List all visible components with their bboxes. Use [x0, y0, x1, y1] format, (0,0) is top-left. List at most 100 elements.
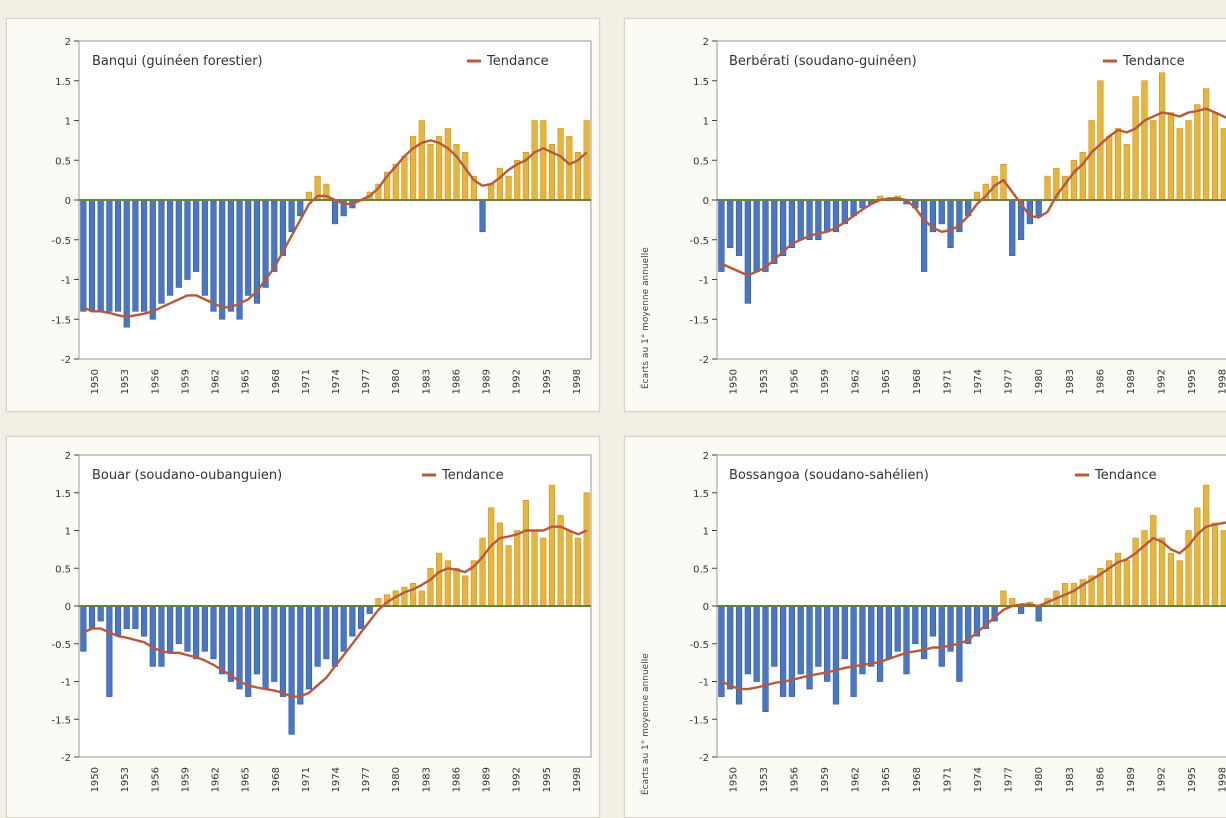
x-tick-label: 1962 [211, 767, 222, 792]
x-tick-label: 1983 [421, 767, 432, 792]
x-tick-label: 1956 [150, 369, 161, 394]
y-tick-label: 0.5 [55, 564, 71, 575]
bar-negative [779, 199, 787, 256]
y-tick-label: 2 [65, 451, 71, 462]
bar-negative [132, 605, 139, 629]
bar-positive [1088, 120, 1095, 201]
bar-positive [1220, 128, 1226, 201]
bar-positive [1000, 590, 1007, 607]
y-tick-label: -0.5 [689, 640, 709, 651]
bar-negative [762, 199, 769, 272]
x-tick-label: 1986 [1095, 369, 1106, 394]
bar-positive [1211, 522, 1219, 607]
bar-positive [436, 136, 443, 201]
bar-negative [920, 199, 928, 272]
trend-line [82, 139, 588, 319]
x-tick-label: 1980 [391, 767, 402, 792]
bar-negative [331, 605, 339, 667]
y-tick-label: -1 [61, 678, 71, 689]
x-tick-label: 1983 [1065, 369, 1076, 394]
bar-positive [1167, 112, 1175, 201]
bar-positive [505, 175, 512, 201]
bar-positive [496, 167, 503, 201]
bar-negative [718, 199, 725, 272]
bar-negative [175, 199, 182, 288]
y-tick-label: 1 [65, 117, 71, 128]
bar-positive [531, 530, 538, 607]
bar-positive [427, 567, 434, 607]
bar-positive [522, 499, 529, 607]
y-tick-label: 0 [703, 602, 709, 613]
bar-negative [479, 199, 486, 233]
x-tick-label: 1974 [331, 767, 342, 792]
x-tick-label: 1989 [482, 767, 493, 792]
x-tick-label: 1965 [241, 369, 252, 394]
y-tick-label: 2 [65, 37, 71, 48]
y-tick-label: -2 [61, 753, 71, 764]
x-tick-label: 1971 [942, 369, 953, 394]
x-tick-label: 1962 [851, 369, 862, 394]
bar-positive [444, 128, 451, 201]
x-tick-label: 1980 [1034, 369, 1045, 394]
legend-label: Tendance [1122, 54, 1185, 69]
bar-negative [859, 199, 866, 209]
chart-title: Bouar (soudano-oubanguien) [92, 468, 282, 483]
bar-negative [753, 605, 760, 682]
x-tick-label: 1995 [1187, 369, 1198, 394]
bar-negative [210, 605, 217, 660]
x-tick-label: 1980 [1034, 767, 1045, 792]
bar-negative [753, 199, 760, 272]
bar-negative [788, 199, 796, 249]
bar-positive [488, 183, 495, 201]
bar-negative [219, 605, 226, 675]
bar-negative [938, 605, 945, 667]
y-tick-label: 1.5 [693, 77, 709, 88]
legend-label: Tendance [1094, 468, 1157, 483]
x-tick-label: 1989 [1126, 767, 1137, 792]
bar-negative [88, 199, 96, 312]
bar-negative [297, 605, 304, 705]
y-tick-label: 0.5 [55, 156, 71, 167]
bar-positive [566, 136, 573, 201]
bar-negative [97, 605, 104, 622]
bar-negative [788, 605, 796, 697]
x-tick-label: 1971 [301, 767, 312, 792]
x-tick-label: 1980 [391, 369, 402, 394]
x-tick-label: 1953 [759, 767, 770, 792]
bar-negative [735, 199, 743, 256]
bar-negative [305, 605, 313, 690]
bar-positive [1167, 552, 1175, 607]
x-tick-label: 1992 [1157, 369, 1168, 394]
x-tick-label: 1971 [942, 767, 953, 792]
bar-negative [894, 605, 901, 652]
bar-positive [505, 545, 512, 607]
chart-title: Banqui (guinéen forestier) [92, 54, 263, 69]
bar-positive [453, 567, 460, 607]
bar-positive [1141, 530, 1148, 607]
bar-negative [219, 199, 226, 320]
x-tick-label: 1950 [728, 767, 739, 792]
bar-negative [149, 605, 156, 667]
bar-negative [903, 605, 910, 675]
trend-line [82, 525, 588, 698]
y-tick-label: -1.5 [51, 315, 71, 326]
bar-negative [271, 605, 278, 682]
y-tick-label: 1.5 [693, 489, 709, 500]
x-tick-label: 1986 [1095, 767, 1106, 792]
chart-title: Berbérati (soudano-guinéen) [729, 54, 917, 69]
y-tick-label: -0.5 [689, 236, 709, 247]
bar-negative [797, 199, 804, 241]
chart-svg: 2 1.5 1 0.5 0 -0.5 -1 -1.5 -2 1950 1953 1956 1959 196… [689, 37, 1226, 394]
bar-negative [123, 605, 130, 629]
y-tick-label: 2 [703, 37, 709, 48]
chart-svg: 2 1.5 1 0.5 0 -0.5 -1 -1.5 -2 1950 1953 1956 1959 196… [51, 451, 592, 792]
bar-negative [727, 199, 734, 249]
bar-negative [80, 605, 87, 652]
bar-negative [912, 605, 919, 645]
bar-positive [574, 537, 582, 607]
bar-positive [1141, 80, 1148, 201]
bar-negative [885, 605, 892, 660]
chart-panel-banqui: 2 1.5 1 0.5 0 -0.5 -1 -1.5 -2 1950 1953 1956 1959 196… [6, 18, 600, 412]
bar-positive [410, 583, 417, 607]
bar-negative [245, 605, 252, 697]
